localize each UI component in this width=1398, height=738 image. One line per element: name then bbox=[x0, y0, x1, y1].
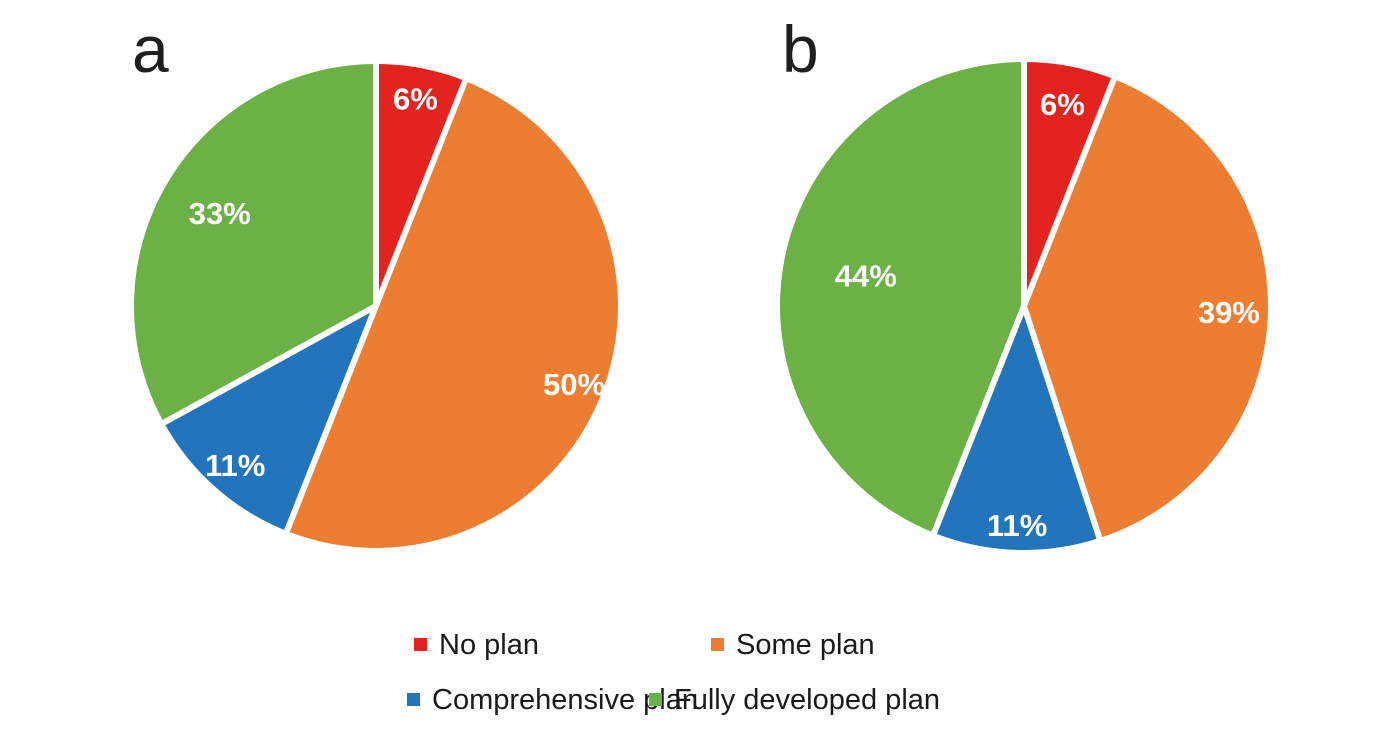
pie-slice-comprehensive-plan bbox=[163, 306, 376, 532]
slice-separator bbox=[1021, 305, 1103, 539]
pie-slice-comprehensive-plan bbox=[934, 306, 1100, 550]
slice-percentage-label: 44% bbox=[835, 258, 897, 293]
legend-swatch-no-plan bbox=[414, 638, 427, 651]
legend-label-fully-developed-plan: Fully developed plan bbox=[674, 684, 941, 716]
panel-b-label: b bbox=[782, 12, 819, 86]
legend-item-some-plan: Some plan bbox=[711, 630, 875, 661]
panel-a-label: a bbox=[132, 12, 169, 86]
pie-slice-fully-developed-plan bbox=[134, 64, 376, 423]
pie-svg-b: 6% 39% 11% 44% bbox=[780, 62, 1268, 550]
slice-percentage-label: 6% bbox=[1040, 87, 1085, 122]
pie-svg-a: 6% 50% 11% 33% bbox=[134, 64, 618, 548]
slice-separator bbox=[284, 304, 379, 533]
legend-swatch-comprehensive-plan bbox=[407, 693, 420, 706]
slice-percentage-label: 11% bbox=[205, 448, 265, 483]
slice-percentage-label: 50% bbox=[543, 367, 605, 402]
slice-separator bbox=[931, 304, 1027, 534]
pie-slice-some-plan bbox=[1024, 79, 1268, 539]
legend-swatch-fully-developed-plan bbox=[649, 693, 662, 706]
legend-item-fully-developed-plan: Fully developed plan bbox=[649, 685, 940, 716]
pie-slice-some-plan bbox=[286, 80, 618, 548]
legend-swatch-some-plan bbox=[711, 638, 724, 651]
pie-chart-b: 6% 39% 11% 44% bbox=[764, 46, 1284, 566]
slice-separator bbox=[162, 303, 378, 426]
pie-slice-fully-developed-plan bbox=[780, 62, 1024, 533]
slice-separator bbox=[373, 79, 468, 308]
legend-item-no-plan: No plan bbox=[414, 630, 539, 661]
slice-percentage-label: 33% bbox=[189, 196, 251, 231]
slice-percentage-label: 39% bbox=[1198, 295, 1260, 330]
slice-percentage-label: 11% bbox=[987, 508, 1047, 543]
slice-percentage-label: 6% bbox=[393, 82, 438, 117]
legend-label-some-plan: Some plan bbox=[736, 629, 875, 661]
pie-chart-a: 6% 50% 11% 33% bbox=[116, 46, 636, 566]
legend-label-no-plan: No plan bbox=[439, 629, 539, 661]
slice-separator bbox=[1021, 78, 1117, 308]
